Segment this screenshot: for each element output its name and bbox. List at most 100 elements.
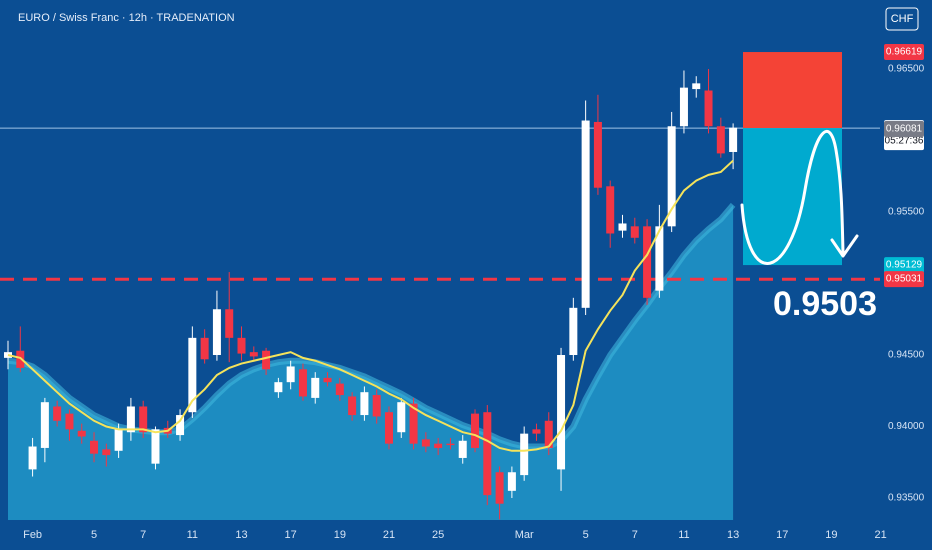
candle-body	[114, 429, 123, 451]
price-tag	[884, 271, 924, 288]
candle-body	[262, 350, 271, 370]
candle-body	[139, 406, 148, 433]
x-tick-label: 7	[632, 529, 638, 541]
countdown: 05:27:36	[885, 136, 924, 147]
y-tick-label: 0.96500	[888, 64, 925, 75]
candle-body	[102, 449, 111, 456]
chart-title: EURO / Swiss Franc · 12h · TRADENATION	[18, 12, 235, 24]
candle-body	[90, 440, 99, 454]
candle-body	[126, 406, 135, 433]
candle-body	[557, 355, 566, 470]
x-tick-label: 21	[383, 529, 395, 541]
candle-body	[434, 443, 443, 448]
candle-body	[667, 126, 676, 227]
x-tick-label: 21	[874, 529, 886, 541]
candle-body	[520, 433, 529, 476]
stop-zone	[743, 52, 842, 129]
candle-body	[360, 392, 369, 416]
candle-body	[495, 472, 504, 504]
candle-body	[581, 120, 590, 308]
candle-body	[421, 439, 430, 447]
currency: CHF	[891, 13, 914, 25]
candle-body	[679, 87, 688, 127]
candle-body	[237, 337, 246, 354]
candle-body	[704, 90, 713, 127]
candle-body	[692, 83, 701, 90]
candle-body	[176, 415, 185, 436]
candle-body	[606, 186, 615, 234]
candle-body	[630, 226, 639, 238]
price-tag	[884, 44, 924, 61]
y-tick-label: 0.95500	[888, 207, 925, 218]
candle-body	[532, 429, 541, 434]
x-tick-label: 13	[235, 529, 247, 541]
candle-body	[569, 307, 578, 356]
price-tag	[884, 120, 924, 137]
candle-body	[335, 383, 344, 396]
x-tick-label: 17	[285, 529, 297, 541]
candle-body	[409, 403, 418, 444]
candle-body	[716, 126, 725, 154]
candle-body	[188, 337, 197, 413]
price-tag-label: 0.96619	[886, 47, 923, 58]
cloud-area	[8, 204, 734, 520]
x-tick-label: Feb	[23, 529, 42, 541]
candle-body	[286, 366, 295, 383]
price-tag-label: 0.95031	[886, 274, 923, 285]
candle-body	[249, 352, 258, 357]
candle-body	[348, 396, 357, 416]
candle-body	[729, 127, 738, 152]
x-tick-label: 5	[583, 529, 589, 541]
candle-body	[544, 420, 553, 448]
candle-body	[65, 413, 74, 430]
y-tick-label: 0.93500	[888, 493, 925, 504]
candle-body	[225, 309, 234, 338]
plot: 0.9503 Feb 5 7 11 13 17 19 21 25 Mar 5 7 11 13 17 19 21	[0, 52, 887, 541]
currency-box[interactable]	[885, 7, 919, 31]
x-tick-label: 19	[825, 529, 837, 541]
candle-body	[40, 402, 49, 448]
y-tick-label: 0.94000	[888, 421, 925, 432]
y-tick-label: 0.94500	[888, 350, 925, 361]
candle-body	[458, 440, 467, 458]
candle-body	[298, 369, 307, 397]
candle-body	[323, 377, 332, 383]
x-tick-label: 11	[187, 529, 198, 541]
candle-body	[643, 226, 652, 298]
candle-body	[384, 412, 393, 444]
target-zone	[743, 128, 842, 266]
candle-body	[274, 382, 283, 393]
candle-body	[483, 412, 492, 496]
x-tick-label: 7	[140, 529, 146, 541]
x-tick-label: 5	[91, 529, 97, 541]
candle-body	[212, 309, 221, 356]
candle-body	[372, 395, 381, 417]
x-tick-label: 17	[776, 529, 788, 541]
candle-body	[655, 226, 664, 291]
candle-body	[593, 121, 602, 188]
x-tick-label: 11	[678, 529, 689, 541]
x-tick-label: 13	[727, 529, 739, 541]
x-tick-label: 19	[334, 529, 346, 541]
candle-body	[16, 350, 25, 368]
candle-body	[311, 377, 320, 398]
moving-average	[7, 159, 734, 452]
candle-body	[4, 352, 12, 358]
candle-body	[53, 406, 62, 421]
candle-body	[471, 413, 480, 448]
candle-body	[507, 472, 516, 491]
price-tag	[884, 257, 924, 274]
candle-body	[28, 446, 37, 470]
candle-body	[618, 223, 627, 231]
price-tag-label: 0.95129	[886, 260, 923, 271]
level-label: 0.9503	[773, 285, 877, 323]
x-tick-label: Mar	[515, 529, 534, 541]
candle-body	[446, 443, 455, 446]
candle-body	[200, 337, 209, 360]
candle-body	[397, 402, 406, 433]
candle-body	[151, 429, 160, 464]
price-tag-label: 0.96081	[886, 124, 923, 135]
forecast-arrow	[740, 129, 859, 265]
x-tick-label: 25	[432, 529, 444, 541]
